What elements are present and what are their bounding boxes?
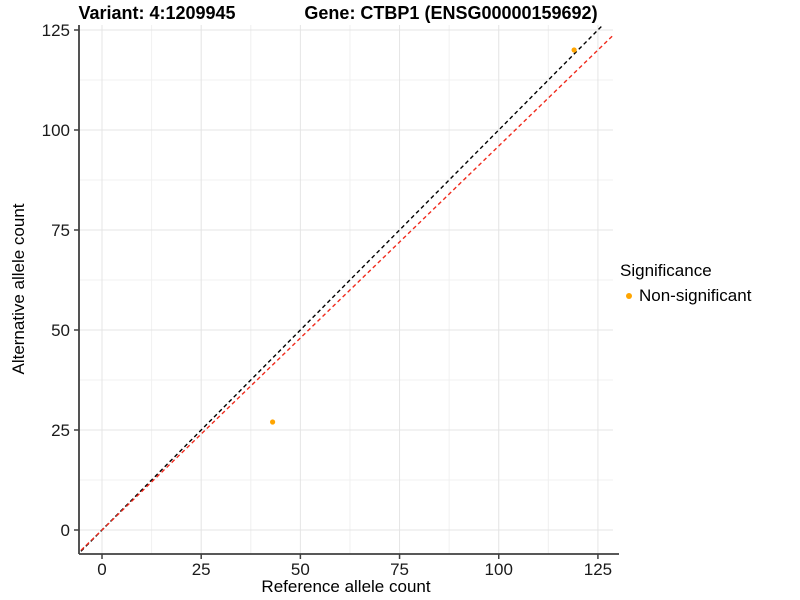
fit-line xyxy=(79,34,613,554)
x-tick-label: 0 xyxy=(97,560,106,579)
x-tick-label: 50 xyxy=(291,560,310,579)
identity-line xyxy=(79,25,604,554)
data-point xyxy=(270,419,276,425)
x-tick-label: 125 xyxy=(584,560,612,579)
x-tick-label: 75 xyxy=(390,560,409,579)
y-tick-label: 50 xyxy=(51,321,70,340)
y-tick-label: 100 xyxy=(42,121,70,140)
x-axis-title: Reference allele count xyxy=(261,577,431,596)
legend: Significance Non-significant xyxy=(620,261,751,306)
legend-point-icon xyxy=(626,293,632,299)
y-tick-label: 125 xyxy=(42,21,70,40)
legend-item-label: Non-significant xyxy=(639,286,752,305)
legend-item-non-significant: Non-significant xyxy=(620,286,751,306)
y-tick-label: 75 xyxy=(51,221,70,240)
y-tick-label: 0 xyxy=(61,521,70,540)
y-axis-title: Alternative allele count xyxy=(9,203,28,375)
y-tick-label: 25 xyxy=(51,421,70,440)
x-tick-label: 100 xyxy=(485,560,513,579)
plot-title-variant: Variant: 4:1209945 xyxy=(78,3,236,23)
legend-title: Significance xyxy=(620,261,712,280)
x-tick-label: 25 xyxy=(192,560,211,579)
data-point xyxy=(571,47,577,53)
plot-title-gene: Gene: CTBP1 (ENSG00000159692) xyxy=(304,3,598,23)
